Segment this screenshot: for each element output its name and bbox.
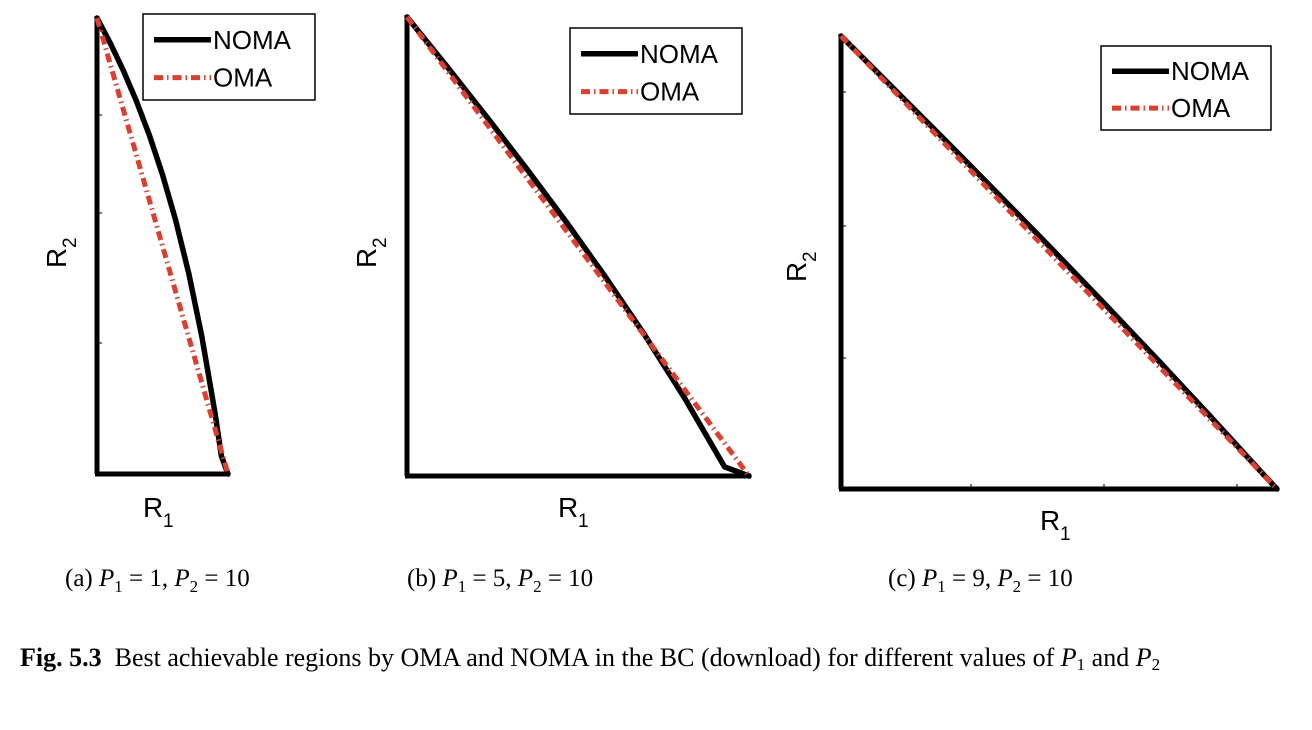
y-axis-label-letter: R <box>351 248 382 268</box>
x-axis-label-sub: 1 <box>163 511 174 532</box>
y-axis-label: R2 <box>41 237 81 268</box>
legend-label-noma: NOMA <box>640 39 719 69</box>
series-line-oma <box>404 15 752 478</box>
legend-label-noma: NOMA <box>213 25 292 55</box>
x-axis-label-letter: R <box>143 492 163 523</box>
subcaption-p1-value: = 5, <box>466 565 518 592</box>
subcaption-p1-value: = 1, <box>123 565 175 592</box>
subcaption-p1-sub: 1 <box>458 577 467 596</box>
legend: NOMA OMA <box>142 13 316 101</box>
caption-text: Best achievable regions by OMA and NOMA … <box>114 643 1061 672</box>
figure-number: Fig. 5.3 <box>20 643 102 672</box>
subcaption-p2-sub: 2 <box>533 577 542 596</box>
series-line-oma <box>94 17 231 475</box>
series-line-oma <box>839 34 1279 491</box>
legend-label-noma: NOMA <box>1171 56 1250 86</box>
x-axis-label-sub: 1 <box>1060 524 1071 545</box>
subcaption-prefix: (a) <box>65 565 99 592</box>
legend: NOMA OMA <box>569 27 743 115</box>
y-axis-label-sub: 2 <box>60 237 81 248</box>
legend-label-oma: OMA <box>640 77 700 107</box>
series-line-noma <box>404 14 752 479</box>
x-axis-label-letter: R <box>1040 505 1060 536</box>
subcaption-p2-value: = 10 <box>1021 565 1073 592</box>
subcaption-p2-letter: P <box>173 565 189 592</box>
subcaption-p2-letter: P <box>517 565 533 592</box>
legend-label-oma: OMA <box>213 63 273 93</box>
legend: NOMA OMA <box>1100 45 1272 131</box>
subcaption-c: (c) P1 = 9, P2 = 10 <box>888 565 1073 596</box>
legend-box <box>569 27 743 115</box>
subcaption-p2-value: = 10 <box>542 565 594 592</box>
subcaption-p1-sub: 1 <box>937 577 946 596</box>
series-line-noma <box>94 15 231 477</box>
subcaption-p1-letter: P <box>921 565 937 592</box>
caption-p1-sub: 1 <box>1076 655 1086 674</box>
y-axis-label: R2 <box>781 251 821 282</box>
caption-p2-sub: 2 <box>1151 655 1161 674</box>
legend-box <box>142 13 316 101</box>
legend-box <box>1100 45 1272 131</box>
subcaption-a: (a) P1 = 1, P2 = 10 <box>65 565 250 596</box>
subcaption-p1-value: = 9, <box>946 565 998 592</box>
subcaption-p2-sub: 2 <box>1013 577 1022 596</box>
x-axis-label-letter: R <box>558 492 578 523</box>
subcaption-p2-letter: P <box>996 565 1012 592</box>
subcaption-p1-sub: 1 <box>114 577 123 596</box>
caption-and: and <box>1085 643 1136 672</box>
subcaption-b: (b) P1 = 5, P2 = 10 <box>407 565 593 596</box>
subcaption-p2-sub: 2 <box>190 577 199 596</box>
subcaption-p1-letter: P <box>98 565 114 592</box>
y-axis-label-sub: 2 <box>800 251 821 262</box>
subcaption-prefix: (b) <box>407 565 442 592</box>
caption-p2: P <box>1135 643 1152 672</box>
caption-p1: P <box>1060 643 1077 672</box>
subcaption-p2-value: = 10 <box>198 565 250 592</box>
y-axis-label-sub: 2 <box>370 237 391 248</box>
subcaption-p1-letter: P <box>441 565 457 592</box>
y-axis-label: R2 <box>351 237 391 268</box>
x-axis-label-sub: 1 <box>578 511 589 532</box>
legend-label-oma: OMA <box>1171 93 1231 123</box>
y-axis-label-letter: R <box>41 248 72 268</box>
subcaption-prefix: (c) <box>888 565 922 592</box>
figure-caption: Fig. 5.3 Best achievable regions by OMA … <box>20 640 1300 676</box>
y-axis-label-letter: R <box>781 262 812 282</box>
